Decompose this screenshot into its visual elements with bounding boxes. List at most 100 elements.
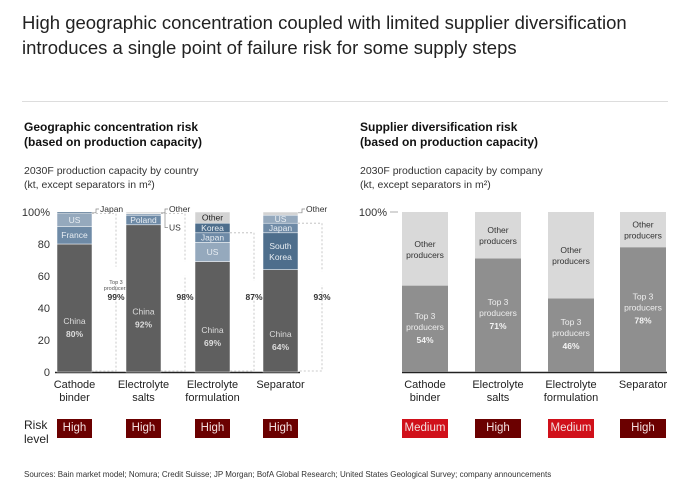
- y-tick-label: 0: [44, 367, 50, 379]
- top3-value-label: 93%: [313, 292, 330, 302]
- segment-label: Top 3: [633, 292, 654, 302]
- category-label: formulation: [185, 392, 239, 404]
- category-label: salts: [132, 392, 155, 404]
- segment-label: Other: [487, 225, 508, 235]
- callout-line: [161, 208, 168, 214]
- right-panel-title: Supplier diversification risk (based on …: [360, 120, 538, 150]
- sources-note: Sources: Bain market model; Nomura; Cred…: [24, 470, 552, 479]
- bar-segment-other: [194, 211, 231, 224]
- bar-segment-other-producers: [402, 212, 448, 286]
- bar-segment-south-korea: [262, 232, 299, 270]
- risk-badge-supplier: High: [475, 419, 521, 438]
- left-title-line1: Geographic concentration risk: [24, 120, 199, 134]
- right-title-line1: Supplier diversification risk: [360, 120, 518, 134]
- segment-label: Other: [560, 245, 581, 255]
- top3-label-bg: [309, 271, 335, 286]
- segment-label: Other: [202, 213, 223, 223]
- y-tick-label: 40: [38, 303, 50, 315]
- segment-label: Korea: [269, 252, 292, 262]
- bar-segment-other-producers: [548, 212, 594, 299]
- bar-segment-china: [56, 243, 93, 373]
- bar-segment-other: [262, 211, 299, 216]
- segment-label: Japan: [269, 223, 292, 233]
- segment-value-label: 69%: [204, 338, 221, 348]
- category-label: Electrolyte: [545, 379, 596, 391]
- bar-segment-other: [125, 211, 162, 214]
- top3-label-bg: [241, 280, 267, 295]
- segment-label: producers: [624, 231, 662, 241]
- risk-label-line1: Risk: [24, 418, 48, 432]
- segment-label: China: [132, 306, 154, 316]
- top3-bracket: [92, 213, 117, 372]
- callout-line: [92, 208, 99, 214]
- risk-badge-supplier: High: [620, 419, 666, 438]
- category-label: salts: [487, 392, 510, 404]
- category-label: Separator: [619, 379, 668, 391]
- risk-badge-geographic: High: [263, 419, 298, 438]
- risk-badge-geographic: High: [126, 419, 161, 438]
- supplier-diversification-chart: 100%Top 3producers54%OtherproducersCatho…: [359, 207, 668, 404]
- top3-bracket: [161, 213, 186, 372]
- top3-bracket: [230, 232, 255, 372]
- y-tick-label: 100%: [359, 207, 387, 219]
- segment-label: producers: [479, 308, 517, 318]
- segment-label: producers: [624, 303, 662, 313]
- risk-badge-supplier: Medium: [548, 419, 594, 438]
- category-label: binder: [410, 392, 441, 404]
- risk-badge-geographic: High: [57, 419, 92, 438]
- bar-segment-top3-producers: [620, 247, 666, 372]
- bar-segment-china: [194, 261, 231, 373]
- segment-label: South: [269, 241, 291, 251]
- divider: [22, 101, 668, 102]
- segment-value-label: 71%: [489, 321, 506, 331]
- segment-label: Korea: [201, 223, 224, 233]
- top3-value-label: 87%: [245, 292, 262, 302]
- left-sub-line2: (kt, except separators in m²): [24, 179, 155, 191]
- segment-value-label: 64%: [272, 342, 289, 352]
- category-label: Electrolyte: [187, 379, 238, 391]
- right-panel-subtitle: 2030F production capacity by company (kt…: [360, 164, 543, 192]
- y-tick-label: 60: [38, 271, 50, 283]
- segment-value-label: 92%: [135, 319, 152, 329]
- headline: High geographic concentration coupled wi…: [22, 12, 627, 58]
- y-tick-label: 100%: [22, 207, 50, 219]
- segment-label: Top 3: [561, 317, 582, 327]
- risk-label-line2: level: [24, 432, 49, 446]
- top3-label-bg: [103, 266, 129, 281]
- segment-label: Top 3: [415, 311, 436, 321]
- segment-label: Top 3: [488, 297, 509, 307]
- risk-badge-supplier: Medium: [402, 419, 448, 438]
- segment-value-label: 54%: [416, 335, 433, 345]
- bar-segment-japan: [56, 211, 93, 214]
- segment-label: Japan: [201, 233, 224, 243]
- callout-line: [161, 212, 168, 228]
- top3-caption: producers: [104, 286, 129, 292]
- bar-segment-other-producers: [620, 212, 666, 248]
- bar-segment-top3-producers: [475, 258, 521, 372]
- segment-label: producers: [479, 236, 517, 246]
- top3-bracket: [298, 222, 323, 372]
- segment-label: Other: [632, 220, 653, 230]
- right-sub-line1: 2030F production capacity by company: [360, 165, 543, 177]
- category-label: Cathode: [404, 379, 446, 391]
- risk-badge-geographic: High: [195, 419, 230, 438]
- segment-label: Other: [414, 239, 435, 249]
- category-label: Cathode: [54, 379, 96, 391]
- segment-label: China: [201, 325, 223, 335]
- top3-value-label: 98%: [176, 292, 193, 302]
- callout-line: [298, 208, 305, 214]
- left-title-line2: (based on production capacity): [24, 135, 203, 149]
- callout-label-other: Other: [169, 204, 190, 214]
- risk-level-label: Risk level: [24, 418, 49, 446]
- left-panel-subtitle: 2030F production capacity by country (kt…: [24, 164, 199, 192]
- segment-value-label: 80%: [66, 329, 83, 339]
- category-label: Electrolyte: [118, 379, 169, 391]
- category-label: Electrolyte: [472, 379, 523, 391]
- bar-segment-top3-producers: [548, 298, 594, 372]
- left-sub-line1: 2030F production capacity by country: [24, 165, 199, 177]
- segment-label: US: [207, 247, 219, 257]
- segment-label: China: [63, 316, 85, 326]
- right-title-line2: (based on production capacity): [360, 135, 539, 149]
- left-panel-title: Geographic concentration risk (based on …: [24, 120, 202, 150]
